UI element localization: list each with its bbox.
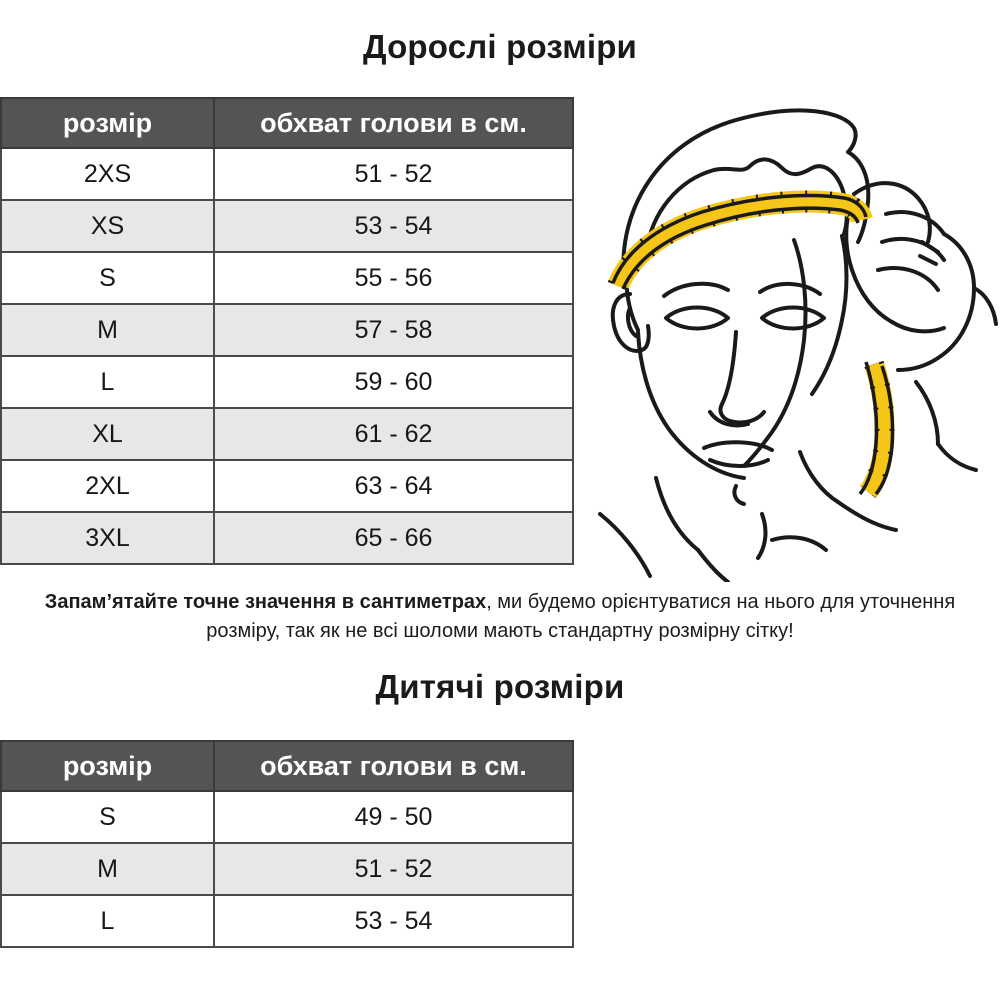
note-bold-text: Запам’ятайте точне значення в сантиметра… bbox=[44, 591, 487, 613]
cell-circumference: 65 - 66 bbox=[213, 511, 574, 565]
measuring-tape-group bbox=[607, 190, 895, 499]
adult-sizes-title: Дорослі розміри bbox=[362, 28, 638, 65]
table-row: L 59 - 60 bbox=[0, 355, 574, 409]
skull-top-line bbox=[621, 108, 858, 280]
table-row: S 49 - 50 bbox=[0, 790, 574, 844]
head-measurement-drawing bbox=[598, 108, 998, 582]
left-ear-inner bbox=[626, 306, 638, 338]
table-header-row: розмір обхват голови в см. bbox=[0, 740, 574, 792]
tape-outline-bottom bbox=[621, 206, 860, 290]
left-jaw-line bbox=[636, 330, 746, 480]
mouth-line bbox=[702, 440, 774, 452]
table-row: M 51 - 52 bbox=[0, 842, 574, 896]
note-rest-text: , ми будемо орієнтуватися на нього для у… bbox=[206, 591, 956, 642]
cell-circumference: 51 - 52 bbox=[213, 147, 574, 201]
left-shoulder-line bbox=[598, 512, 652, 578]
cell-size: L bbox=[0, 894, 215, 948]
left-ear-outline bbox=[610, 292, 651, 353]
cell-circumference: 61 - 62 bbox=[213, 407, 574, 461]
column-header-circumference: обхват голови в см. bbox=[213, 740, 574, 792]
table-header-row: розмір обхват голови в см. bbox=[0, 97, 574, 149]
right-face-contour bbox=[742, 238, 808, 468]
thumb-outline bbox=[844, 196, 894, 324]
head-measurement-illustration bbox=[586, 82, 998, 582]
cell-circumference: 59 - 60 bbox=[213, 355, 574, 409]
hairline bbox=[644, 157, 849, 254]
cell-size: XS bbox=[0, 199, 215, 253]
wrist-line bbox=[896, 356, 940, 372]
right-eye-outline bbox=[760, 305, 826, 331]
cell-circumference: 49 - 50 bbox=[213, 790, 574, 844]
skull-right-line bbox=[846, 150, 871, 244]
cell-circumference: 51 - 52 bbox=[213, 842, 574, 896]
cell-size: L bbox=[0, 355, 215, 409]
tape-hanging-inner bbox=[863, 362, 890, 496]
right-eyebrow bbox=[758, 281, 822, 296]
hand-knuckle-top bbox=[852, 181, 932, 244]
measurement-note: Запам’ятайте точне значення в сантиметра… bbox=[14, 588, 986, 646]
table-row: 2XL 63 - 64 bbox=[0, 459, 574, 513]
table-row: 2XS 51 - 52 bbox=[0, 147, 574, 201]
tape-hanging-outline-left bbox=[858, 361, 879, 496]
table-row: XS 53 - 54 bbox=[0, 199, 574, 253]
left-eyebrow bbox=[662, 281, 730, 298]
cell-size: 2XL bbox=[0, 459, 215, 513]
cell-size: 3XL bbox=[0, 511, 215, 565]
table-row: XL 61 - 62 bbox=[0, 407, 574, 461]
detail-stroke-2 bbox=[918, 254, 938, 266]
table-row: M 57 - 58 bbox=[0, 303, 574, 357]
cell-circumference: 63 - 64 bbox=[213, 459, 574, 513]
cell-circumference: 57 - 58 bbox=[213, 303, 574, 357]
cell-size: M bbox=[0, 842, 215, 896]
cell-circumference: 55 - 56 bbox=[213, 251, 574, 305]
finger-line-1 bbox=[884, 210, 946, 236]
right-head-side-line bbox=[810, 234, 849, 396]
column-header-circumference: обхват голови в см. bbox=[213, 97, 574, 149]
kids-size-table: розмір обхват голови в см. S 49 - 50 M 5… bbox=[0, 740, 574, 948]
nose-line bbox=[718, 330, 766, 425]
tape-outline-top bbox=[611, 193, 868, 284]
table-row: L 53 - 54 bbox=[0, 894, 574, 948]
cell-size: S bbox=[0, 251, 215, 305]
tape-hanging-outline-right bbox=[874, 365, 895, 496]
cell-size: M bbox=[0, 303, 215, 357]
hand-lower-edge bbox=[890, 320, 946, 334]
finger-line-3 bbox=[876, 266, 940, 292]
adult-size-table: розмір обхват голови в см. 2XS 51 - 52 X… bbox=[0, 97, 574, 565]
neck-left-line bbox=[654, 476, 700, 552]
cell-size: XL bbox=[0, 407, 215, 461]
head-outline-group bbox=[598, 108, 998, 582]
detail-stroke-1 bbox=[920, 240, 940, 254]
table-row: 3XL 65 - 66 bbox=[0, 511, 574, 565]
sleeve-cuff-line bbox=[936, 442, 978, 472]
collar-detail-line bbox=[770, 535, 828, 552]
column-header-size: розмір bbox=[0, 740, 215, 792]
cell-circumference: 53 - 54 bbox=[213, 894, 574, 948]
nostril-line bbox=[708, 410, 750, 428]
lower-lip-line bbox=[708, 458, 770, 468]
forearm-line bbox=[972, 286, 998, 326]
neck-center-line bbox=[756, 512, 768, 560]
chin-line bbox=[732, 484, 746, 506]
cell-size: S bbox=[0, 790, 215, 844]
hand-right-outline bbox=[936, 232, 976, 360]
sleeve-line bbox=[914, 380, 940, 446]
cell-size: 2XS bbox=[0, 147, 215, 201]
column-header-size: розмір bbox=[0, 97, 215, 149]
cell-circumference: 53 - 54 bbox=[213, 199, 574, 253]
tape-band-inner bbox=[612, 196, 868, 289]
kids-sizes-title: Дитячі розміри bbox=[375, 668, 625, 705]
neck-right-line bbox=[798, 450, 840, 504]
left-eye-outline bbox=[664, 305, 730, 331]
table-row: S 55 - 56 bbox=[0, 251, 574, 305]
collar-left-line bbox=[696, 548, 730, 582]
finger-line-2 bbox=[880, 236, 946, 262]
collar-right-line bbox=[836, 500, 898, 532]
